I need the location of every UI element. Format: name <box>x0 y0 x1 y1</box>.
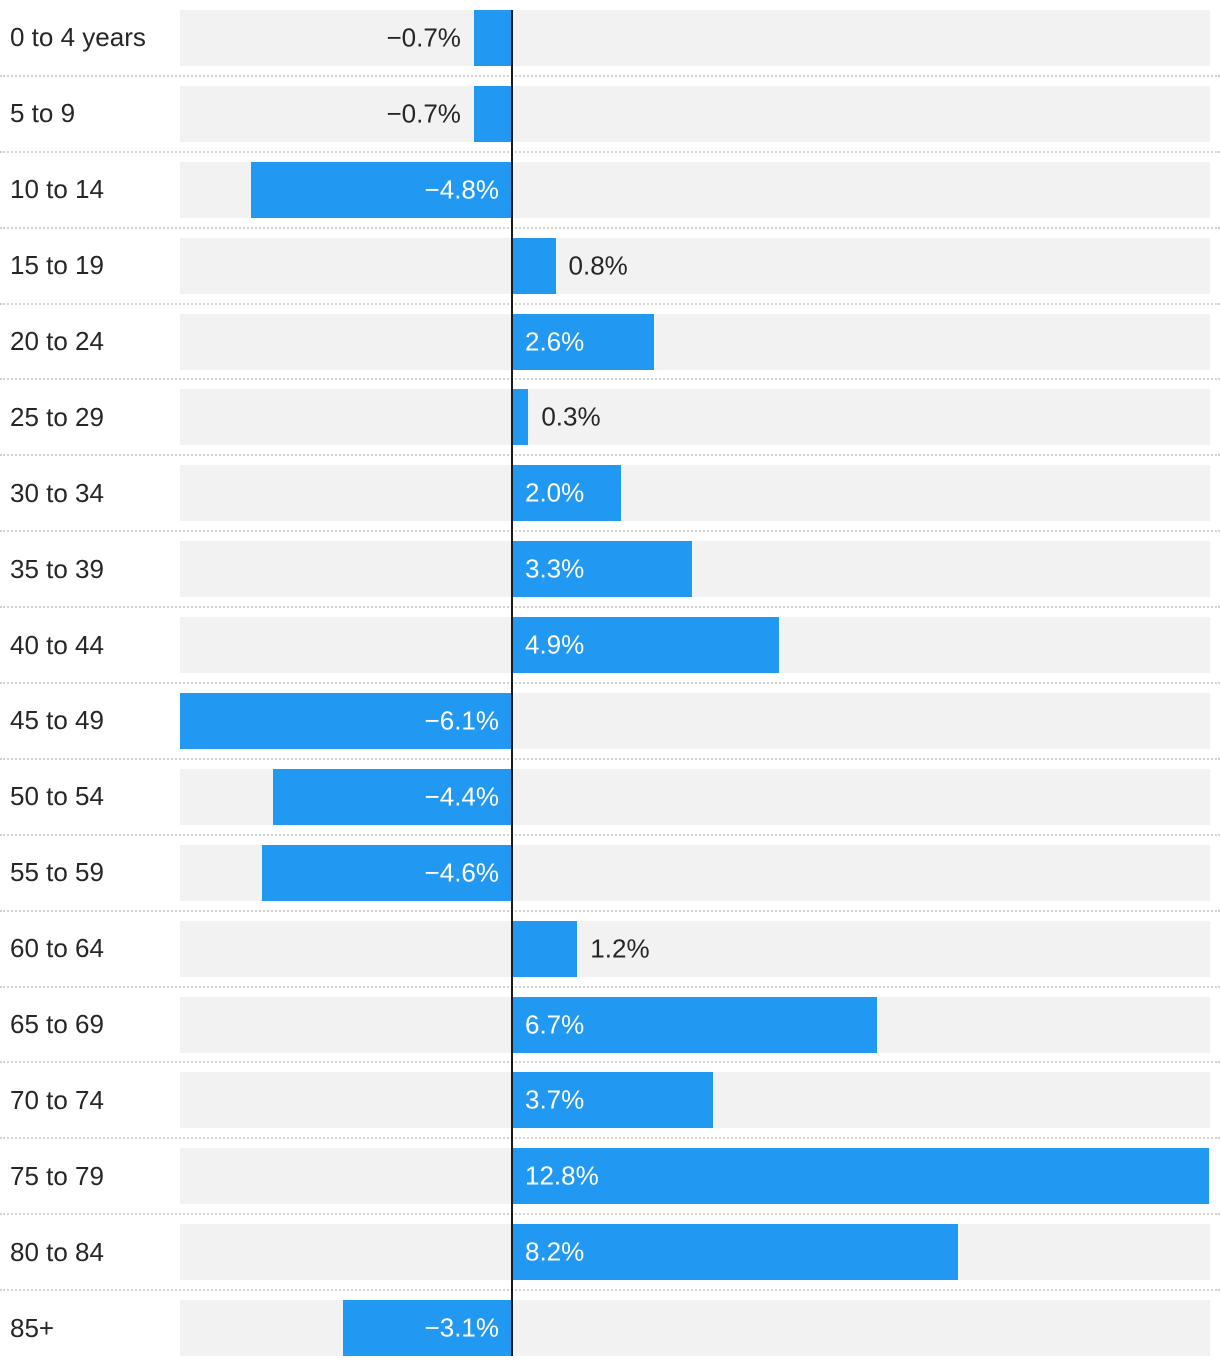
category-label: 85+ <box>10 1312 55 1343</box>
bar-track: −6.1% <box>180 692 1210 749</box>
bar-track: 1.2% <box>180 920 1210 977</box>
value-bar <box>512 1224 959 1281</box>
value-label: 3.7% <box>525 1084 585 1115</box>
value-label: −0.7% <box>386 98 461 129</box>
chart-row: 0 to 4 years −0.7% <box>0 0 1220 77</box>
value-label: 2.6% <box>525 326 585 356</box>
value-label: −0.7% <box>386 22 461 53</box>
category-label: 60 to 64 <box>10 933 104 964</box>
value-label: 8.2% <box>525 1236 585 1267</box>
category-label: 35 to 39 <box>10 553 104 584</box>
value-label: −6.1% <box>424 705 499 736</box>
value-label: −4.8% <box>424 174 499 205</box>
value-bar <box>180 692 512 749</box>
bar-track: 3.3% <box>180 541 1210 598</box>
category-label: 20 to 24 <box>10 326 104 356</box>
chart-row: 35 to 39 3.3% <box>0 531 1220 609</box>
category-label: 70 to 74 <box>10 1084 104 1115</box>
category-label: 0 to 4 years <box>10 22 146 53</box>
value-label: −3.1% <box>424 1312 499 1343</box>
category-label: 25 to 29 <box>10 401 104 432</box>
bar-track: 12.8% <box>180 1148 1210 1205</box>
zero-axis-line <box>511 10 513 1356</box>
chart-row: 85+ −3.1% <box>0 1290 1220 1366</box>
category-label: 80 to 84 <box>10 1236 104 1267</box>
value-bar <box>473 85 512 142</box>
value-label: 6.7% <box>525 1009 585 1040</box>
value-label: −4.4% <box>424 781 499 812</box>
bar-track: −0.7% <box>180 9 1210 66</box>
chart-row: 5 to 9 −0.7% <box>0 76 1220 153</box>
chart-row: 60 to 64 1.2% <box>0 911 1220 988</box>
category-label: 40 to 44 <box>10 629 104 660</box>
value-bar <box>512 389 529 446</box>
category-label: 15 to 19 <box>10 250 104 281</box>
chart-row: 20 to 24 2.6% <box>0 304 1220 381</box>
value-bar <box>512 541 692 598</box>
bar-track: −4.6% <box>180 844 1210 901</box>
chart-row: 80 to 84 8.2% <box>0 1214 1220 1292</box>
bar-track: −3.1% <box>180 1300 1210 1357</box>
value-label: 12.8% <box>525 1160 599 1191</box>
bar-track: −4.8% <box>180 161 1210 218</box>
category-label: 10 to 14 <box>10 174 104 205</box>
chart-row: 55 to 59 −4.6% <box>0 835 1220 912</box>
bar-track: −4.4% <box>180 768 1210 825</box>
value-label: 1.2% <box>590 933 650 964</box>
value-label: −4.6% <box>424 857 499 888</box>
category-label: 45 to 49 <box>10 705 104 736</box>
bar-track: 3.7% <box>180 1072 1210 1129</box>
category-label: 5 to 9 <box>10 98 76 129</box>
bar-track: −0.7% <box>180 85 1210 142</box>
bar-track: 8.2% <box>180 1224 1210 1281</box>
category-label: 30 to 34 <box>10 477 104 508</box>
chart-row: 50 to 54 −4.4% <box>0 759 1220 836</box>
value-bar <box>512 1148 1209 1205</box>
chart-row: 45 to 49 −6.1% <box>0 683 1220 760</box>
bar-track: 2.6% <box>180 313 1210 370</box>
chart-row: 70 to 74 3.7% <box>0 1062 1220 1140</box>
chart-row: 30 to 34 2.0% <box>0 455 1220 533</box>
value-bar <box>473 9 512 66</box>
category-label: 65 to 69 <box>10 1009 104 1040</box>
chart-row: 65 to 69 6.7% <box>0 987 1220 1064</box>
value-label: 3.3% <box>525 553 585 584</box>
value-label: 4.9% <box>525 629 585 660</box>
value-bar <box>250 161 512 218</box>
value-bar <box>272 768 512 825</box>
chart-row: 75 to 79 12.8% <box>0 1138 1220 1216</box>
category-label: 55 to 59 <box>10 857 104 888</box>
chart-row: 40 to 44 4.9% <box>0 607 1220 684</box>
bar-track: 2.0% <box>180 465 1210 522</box>
chart-row: 15 to 19 0.8% <box>0 228 1220 305</box>
value-label: 0.3% <box>541 401 601 432</box>
value-bar <box>512 920 578 977</box>
value-bar <box>512 617 779 674</box>
value-bar <box>343 1300 512 1357</box>
bar-track: 0.8% <box>180 237 1210 294</box>
value-bar <box>512 1072 714 1129</box>
category-label: 50 to 54 <box>10 781 104 812</box>
value-label: 2.0% <box>525 477 585 508</box>
bar-track: 0.3% <box>180 389 1210 446</box>
value-label: 0.8% <box>568 250 628 281</box>
chart-row: 25 to 29 0.3% <box>0 379 1220 457</box>
value-bar <box>512 996 877 1053</box>
value-bar <box>261 844 512 901</box>
bar-track: 6.7% <box>180 996 1210 1053</box>
value-bar <box>512 313 654 370</box>
category-label: 75 to 79 <box>10 1160 104 1191</box>
value-bar <box>512 465 621 522</box>
bar-track: 4.9% <box>180 617 1210 674</box>
value-bar <box>512 237 556 294</box>
chart-row: 10 to 14 −4.8% <box>0 152 1220 229</box>
